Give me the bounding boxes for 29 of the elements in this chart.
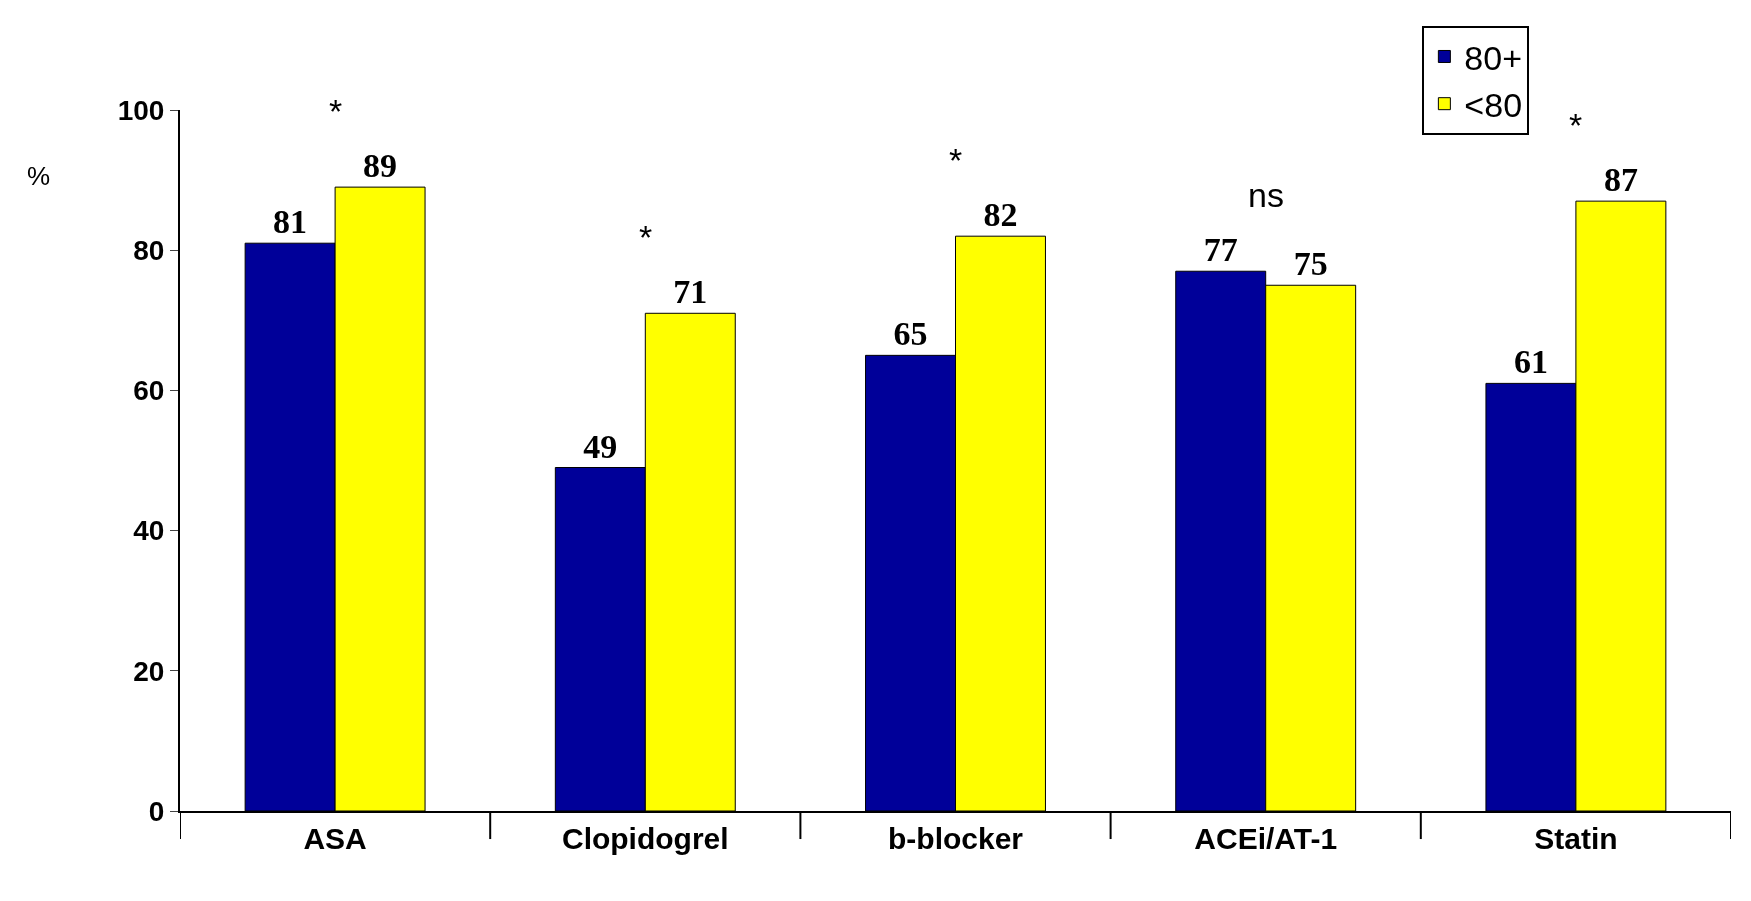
x-tick-label: b-blocker [887,822,1024,855]
data-label: 89 [363,147,398,185]
y-tick-label: 80 [133,235,165,266]
x-tick-label: ASA [303,822,367,855]
y-tick-label: 0 [148,795,165,827]
y-tick-label: 20 [133,655,165,687]
data-label: 49 [583,427,618,465]
data-label: 87 [1603,161,1638,199]
x-tick-label: Statin [1534,822,1618,855]
data-label: 71 [673,273,708,311]
legend-label: <80 [1464,85,1523,124]
y-axis-title: % [27,161,51,191]
data-label: 61 [1513,343,1548,381]
y-tick-label: 40 [133,515,165,547]
x-tick-label: Clopidogrel [561,822,729,855]
annotation: ns [1248,176,1284,214]
annotation: * [329,92,343,130]
data-label: 65 [893,315,928,353]
annotation: * [949,141,963,179]
data-label: 81 [273,203,308,241]
y-tick-label: 60 [133,375,165,407]
x-tick-label: ACEi/AT-1 [1194,822,1338,855]
data-label: 77 [1203,231,1238,269]
legend-label: 80+ [1464,38,1523,77]
annotation: * [1569,106,1583,144]
data-label: 75 [1293,245,1328,283]
y-tick-label: 100 [117,94,165,126]
data-label: 82 [983,196,1018,234]
annotation: * [639,218,653,256]
